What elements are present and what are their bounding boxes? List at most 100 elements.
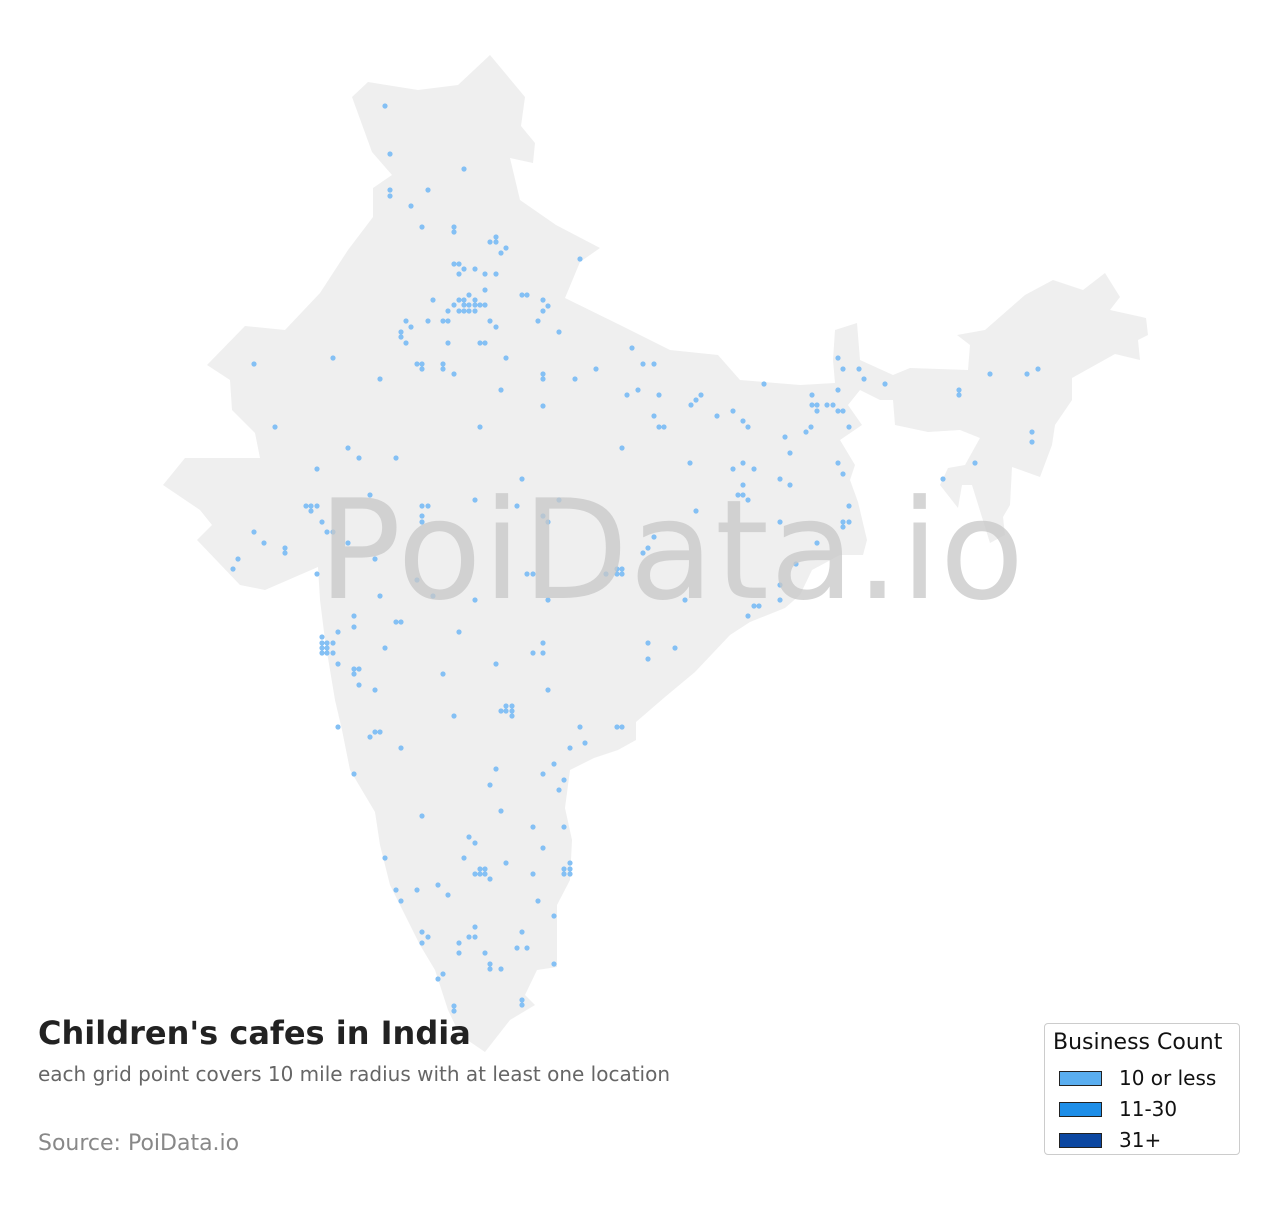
grid-point bbox=[272, 424, 278, 430]
grid-point bbox=[530, 571, 536, 577]
grid-point bbox=[356, 455, 362, 461]
grid-point bbox=[519, 476, 525, 482]
legend-swatch bbox=[1059, 1070, 1102, 1086]
grid-point bbox=[425, 318, 431, 324]
grid-point bbox=[356, 666, 362, 672]
grid-point bbox=[398, 334, 404, 340]
grid-point bbox=[730, 408, 736, 414]
grid-point bbox=[645, 545, 651, 551]
grid-point bbox=[509, 708, 515, 714]
grid-point bbox=[382, 855, 388, 861]
grid-point bbox=[777, 582, 783, 588]
grid-point bbox=[972, 460, 978, 466]
grid-point bbox=[430, 297, 436, 303]
grid-point bbox=[498, 808, 504, 814]
grid-point bbox=[535, 898, 541, 904]
grid-point bbox=[487, 966, 493, 972]
grid-point bbox=[614, 566, 620, 572]
grid-point bbox=[840, 408, 846, 414]
grid-point bbox=[645, 640, 651, 646]
grid-point bbox=[846, 503, 852, 509]
grid-point bbox=[319, 634, 325, 640]
grid-point bbox=[645, 656, 651, 662]
grid-point bbox=[425, 934, 431, 940]
grid-point bbox=[440, 671, 446, 677]
grid-point bbox=[956, 387, 962, 393]
grid-point bbox=[377, 376, 383, 382]
grid-point bbox=[730, 466, 736, 472]
grid-point bbox=[419, 813, 425, 819]
grid-point bbox=[1035, 366, 1041, 372]
grid-point bbox=[545, 687, 551, 693]
grid-point bbox=[682, 597, 688, 603]
grid-point bbox=[398, 619, 404, 625]
grid-point bbox=[751, 603, 757, 609]
grid-point bbox=[319, 650, 325, 656]
grid-point bbox=[582, 740, 588, 746]
grid-point bbox=[372, 556, 378, 562]
source-credit: Source: PoiData.io bbox=[38, 1131, 240, 1156]
grid-point bbox=[519, 1002, 525, 1008]
grid-point bbox=[603, 571, 609, 577]
grid-point bbox=[740, 482, 746, 488]
grid-point bbox=[640, 361, 646, 367]
grid-point bbox=[572, 376, 578, 382]
grid-point bbox=[430, 593, 436, 599]
grid-point bbox=[330, 650, 336, 656]
grid-point bbox=[540, 513, 546, 519]
grid-point bbox=[493, 661, 499, 667]
grid-point bbox=[472, 871, 478, 877]
grid-point bbox=[593, 366, 599, 372]
grid-point bbox=[419, 366, 425, 372]
grid-point bbox=[567, 860, 573, 866]
grid-point bbox=[672, 645, 678, 651]
grid-point bbox=[425, 503, 431, 509]
grid-point bbox=[456, 308, 462, 314]
grid-point bbox=[419, 361, 425, 367]
grid-point bbox=[693, 397, 699, 403]
grid-point bbox=[503, 708, 509, 714]
grid-point bbox=[777, 476, 783, 482]
grid-point bbox=[856, 366, 862, 372]
grid-point bbox=[351, 613, 357, 619]
grid-point bbox=[487, 318, 493, 324]
grid-point bbox=[472, 934, 478, 940]
grid-point bbox=[324, 645, 330, 651]
legend-swatch bbox=[1059, 1101, 1102, 1117]
grid-point bbox=[835, 387, 841, 393]
grid-point bbox=[282, 550, 288, 556]
grid-point bbox=[740, 418, 746, 424]
grid-point bbox=[540, 376, 546, 382]
grid-point bbox=[498, 387, 504, 393]
grid-point bbox=[408, 203, 414, 209]
grid-point bbox=[461, 855, 467, 861]
grid-point bbox=[330, 355, 336, 361]
grid-point bbox=[367, 734, 373, 740]
grid-point bbox=[387, 187, 393, 193]
grid-point bbox=[551, 761, 557, 767]
grid-point bbox=[687, 460, 693, 466]
grid-point bbox=[619, 724, 625, 730]
grid-point bbox=[688, 402, 694, 408]
grid-point bbox=[577, 724, 583, 730]
grid-point bbox=[472, 302, 478, 308]
grid-point bbox=[445, 892, 451, 898]
grid-point bbox=[519, 929, 525, 935]
grid-point bbox=[414, 361, 420, 367]
grid-point bbox=[335, 629, 341, 635]
grid-point bbox=[556, 787, 562, 793]
grid-point bbox=[482, 340, 488, 346]
grid-point bbox=[408, 324, 414, 330]
grid-point bbox=[356, 682, 362, 688]
grid-point bbox=[472, 297, 478, 303]
grid-point bbox=[351, 666, 357, 672]
grid-point bbox=[824, 402, 830, 408]
grid-point bbox=[367, 492, 373, 498]
grid-point bbox=[425, 187, 431, 193]
grid-point bbox=[419, 929, 425, 935]
grid-point bbox=[651, 534, 657, 540]
grid-point bbox=[461, 308, 467, 314]
grid-point bbox=[540, 650, 546, 656]
grid-point bbox=[472, 497, 478, 503]
